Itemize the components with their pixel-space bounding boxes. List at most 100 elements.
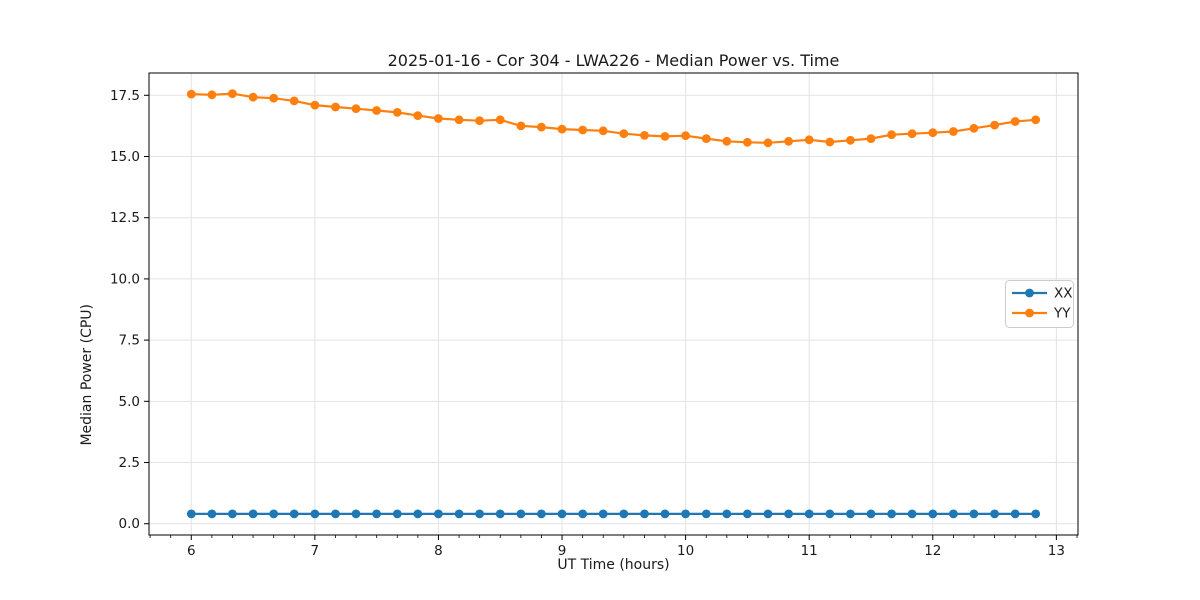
data-point xyxy=(763,138,773,148)
data-point xyxy=(495,509,505,519)
data-point xyxy=(392,509,402,519)
y-tick-label: 0.0 xyxy=(119,516,140,532)
data-point xyxy=(619,129,629,139)
x-tick-label: 6 xyxy=(187,543,196,559)
data-point xyxy=(475,116,484,126)
legend: XX YY xyxy=(1005,280,1074,328)
data-point xyxy=(928,128,938,138)
x-tick-labels: 6 7 8 9 10 11 12 13 xyxy=(187,543,1065,559)
data-point xyxy=(846,135,855,145)
data-point xyxy=(640,131,649,140)
data-point xyxy=(228,509,237,519)
data-point xyxy=(392,108,402,117)
y-ticks xyxy=(144,94,149,525)
legend-label: YY xyxy=(1053,306,1071,322)
data-point xyxy=(907,509,917,519)
y-tick-label: 17.5 xyxy=(110,88,140,104)
data-point xyxy=(887,509,896,519)
data-point xyxy=(434,509,443,519)
data-point xyxy=(207,509,217,519)
data-point xyxy=(825,509,835,519)
y-tick-label: 15.0 xyxy=(110,149,140,165)
data-point xyxy=(310,100,320,110)
plot-border xyxy=(148,72,1079,536)
data-point xyxy=(804,135,814,145)
legend-label: XX xyxy=(1054,286,1073,302)
data-point xyxy=(866,509,876,519)
data-point xyxy=(701,509,711,519)
x-ticks xyxy=(190,535,1057,540)
data-point xyxy=(949,509,958,519)
data-point xyxy=(413,111,423,120)
data-point xyxy=(495,115,505,125)
data-point xyxy=(248,509,258,519)
grid xyxy=(149,73,1078,535)
data-point xyxy=(701,134,711,144)
data-point xyxy=(372,509,381,519)
legend-marker xyxy=(1025,288,1034,298)
data-point xyxy=(722,509,732,519)
x-axis-label: UT Time (hours) xyxy=(557,557,670,573)
data-point xyxy=(557,124,567,134)
data-point xyxy=(372,106,381,115)
data-point xyxy=(186,89,196,99)
x-tick-label: 9 xyxy=(558,543,567,559)
data-point xyxy=(248,92,258,102)
data-point xyxy=(887,130,896,140)
data-point xyxy=(269,93,279,103)
x-tick-label: 8 xyxy=(434,543,443,559)
data-point xyxy=(846,509,855,519)
data-point xyxy=(990,509,999,519)
y-tick-labels: 0.0 2.5 5.0 7.5 10.0 12.5 15.0 17.5 xyxy=(110,88,140,532)
data-point xyxy=(537,122,546,132)
data-point xyxy=(743,137,752,147)
data-point xyxy=(990,120,999,130)
data-point xyxy=(928,509,938,519)
data-point xyxy=(598,509,608,519)
data-point xyxy=(578,509,588,519)
data-point xyxy=(660,509,670,519)
x-tick-label: 11 xyxy=(801,543,818,559)
series-xx xyxy=(186,509,1041,519)
data-point xyxy=(619,509,629,519)
data-point xyxy=(434,114,443,123)
x-tick-label: 7 xyxy=(311,543,320,559)
data-point xyxy=(866,134,876,144)
y-tick-label: 5.0 xyxy=(119,394,140,410)
data-point xyxy=(1010,117,1020,126)
data-point xyxy=(784,136,793,146)
data-point xyxy=(331,102,340,112)
data-point xyxy=(763,509,773,519)
data-point xyxy=(454,509,464,519)
data-point xyxy=(681,509,690,519)
data-point xyxy=(228,89,237,98)
data-point xyxy=(351,104,361,114)
data-point xyxy=(310,509,320,519)
data-point xyxy=(475,509,484,519)
data-point xyxy=(413,509,423,519)
data-point xyxy=(640,509,649,519)
y-tick-label: 12.5 xyxy=(110,210,140,226)
data-point xyxy=(289,96,299,106)
data-point xyxy=(1010,509,1020,519)
data-point xyxy=(269,509,279,519)
data-point xyxy=(1031,115,1041,125)
x-minor-ticks xyxy=(149,535,1078,538)
data-point xyxy=(969,123,979,133)
legend-marker xyxy=(1025,308,1034,318)
y-tick-label: 7.5 xyxy=(119,333,140,349)
data-point xyxy=(743,509,752,519)
data-point xyxy=(351,509,361,519)
series-yy xyxy=(186,89,1041,148)
x-tick-label: 13 xyxy=(1048,543,1065,559)
data-point xyxy=(289,509,299,519)
data-point xyxy=(784,509,793,519)
data-point xyxy=(454,115,464,125)
y-tick-label: 10.0 xyxy=(110,271,140,287)
data-point xyxy=(516,121,526,131)
data-point xyxy=(598,126,608,136)
data-point xyxy=(722,136,732,146)
data-point xyxy=(331,509,340,519)
